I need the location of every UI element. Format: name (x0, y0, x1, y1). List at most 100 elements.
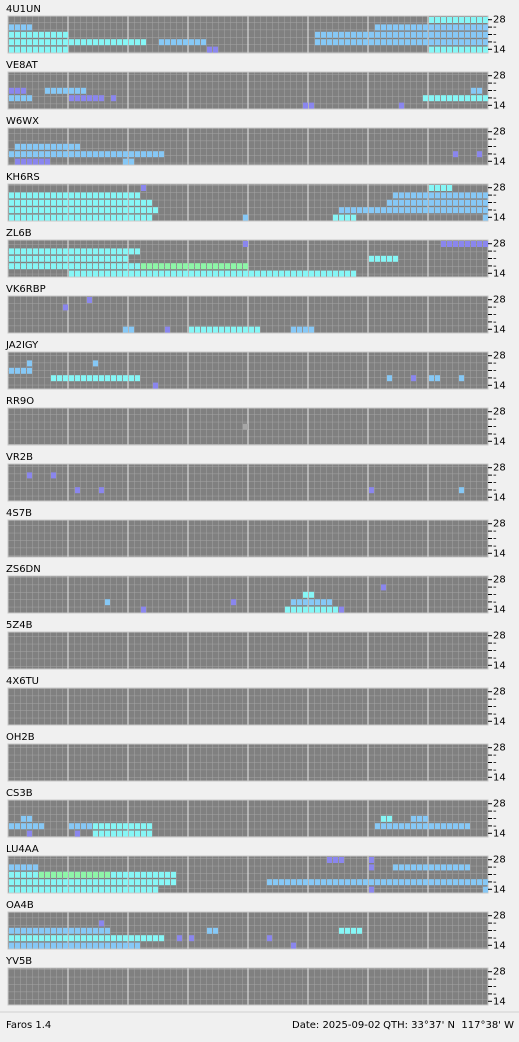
signal-cell (411, 375, 416, 382)
signal-cell (111, 248, 116, 255)
signal-cell (9, 927, 14, 934)
signal-cell (255, 326, 260, 333)
signal-cell (27, 472, 32, 479)
signal-cell (375, 823, 380, 830)
signal-cell (51, 207, 56, 214)
signal-cell (99, 871, 104, 878)
signal-cell (87, 927, 92, 934)
signal-cell (75, 214, 80, 221)
signal-cell (441, 823, 446, 830)
signal-cell (483, 39, 488, 46)
signal-cell (27, 143, 32, 150)
signal-cell (141, 270, 146, 277)
signal-cell (99, 487, 104, 494)
signal-cell (129, 207, 134, 214)
signal-cell (69, 207, 74, 214)
signal-cell (81, 270, 86, 277)
signal-cell (21, 143, 26, 150)
signal-cell (141, 830, 146, 837)
signal-cell (75, 39, 80, 46)
signal-cell (69, 151, 74, 158)
signal-cell (27, 263, 32, 270)
signal-cell (399, 102, 404, 109)
signal-cell (321, 31, 326, 38)
band-label: - (493, 310, 497, 321)
signal-cell (141, 207, 146, 214)
signal-cell (471, 17, 476, 23)
signal-cell (471, 39, 476, 46)
signal-cell (9, 864, 14, 871)
signal-cell (9, 151, 14, 158)
signal-cell (159, 871, 164, 878)
signal-cell (15, 263, 20, 270)
signal-cell (69, 199, 74, 206)
band-label: 28 (493, 575, 506, 586)
signal-cell (69, 87, 74, 94)
beacon-call: JA2IGY (5, 340, 39, 351)
signal-cell (405, 39, 410, 46)
signal-cell (435, 31, 440, 38)
signal-cell (399, 864, 404, 871)
signal-cell (9, 942, 14, 949)
signal-cell (183, 39, 188, 46)
signal-cell (63, 263, 68, 270)
signal-cell (33, 46, 38, 53)
signal-cell (225, 270, 230, 277)
signal-cell (9, 24, 14, 31)
signal-cell (87, 297, 92, 303)
signal-cell (303, 879, 308, 886)
signal-cell (75, 942, 80, 949)
signal-cell (135, 151, 140, 158)
signal-cell (75, 823, 80, 830)
signal-cell (129, 214, 134, 221)
signal-cell (447, 241, 452, 247)
signal-cell (39, 927, 44, 934)
signal-cell (429, 17, 434, 23)
signal-cell (93, 270, 98, 277)
signal-cell (459, 241, 464, 247)
signal-cell (417, 864, 422, 871)
band-label: - (493, 30, 497, 41)
band-label: 28 (493, 743, 506, 754)
signal-cell (15, 192, 20, 199)
signal-cell (93, 39, 98, 46)
signal-cell (393, 823, 398, 830)
signal-cell (33, 942, 38, 949)
signal-cell (411, 823, 416, 830)
signal-cell (45, 871, 50, 878)
signal-cell (93, 871, 98, 878)
signal-cell (141, 185, 146, 191)
signal-cell (135, 935, 140, 942)
signal-cell (201, 326, 206, 333)
signal-cell (375, 31, 380, 38)
signal-cell (87, 823, 92, 830)
signal-cell (75, 487, 80, 494)
signal-cell (27, 871, 32, 878)
signal-cell (141, 871, 146, 878)
signal-cell (21, 263, 26, 270)
signal-cell (141, 214, 146, 221)
signal-cell (399, 199, 404, 206)
signal-cell (117, 151, 122, 158)
signal-cell (15, 942, 20, 949)
signal-cell (15, 879, 20, 886)
signal-cell (63, 87, 68, 94)
signal-cell (399, 207, 404, 214)
band-label: - (493, 918, 497, 929)
signal-cell (453, 17, 458, 23)
signal-cell (393, 199, 398, 206)
signal-cell (45, 886, 50, 893)
signal-cell (51, 151, 56, 158)
signal-cell (483, 31, 488, 38)
signal-cell (363, 31, 368, 38)
signal-cell (273, 879, 278, 886)
signal-cell (375, 24, 380, 31)
signal-cell (357, 927, 362, 934)
signal-cell (435, 864, 440, 871)
signal-cell (279, 879, 284, 886)
signal-cell (21, 823, 26, 830)
signal-cell (165, 39, 170, 46)
signal-cell (183, 270, 188, 277)
